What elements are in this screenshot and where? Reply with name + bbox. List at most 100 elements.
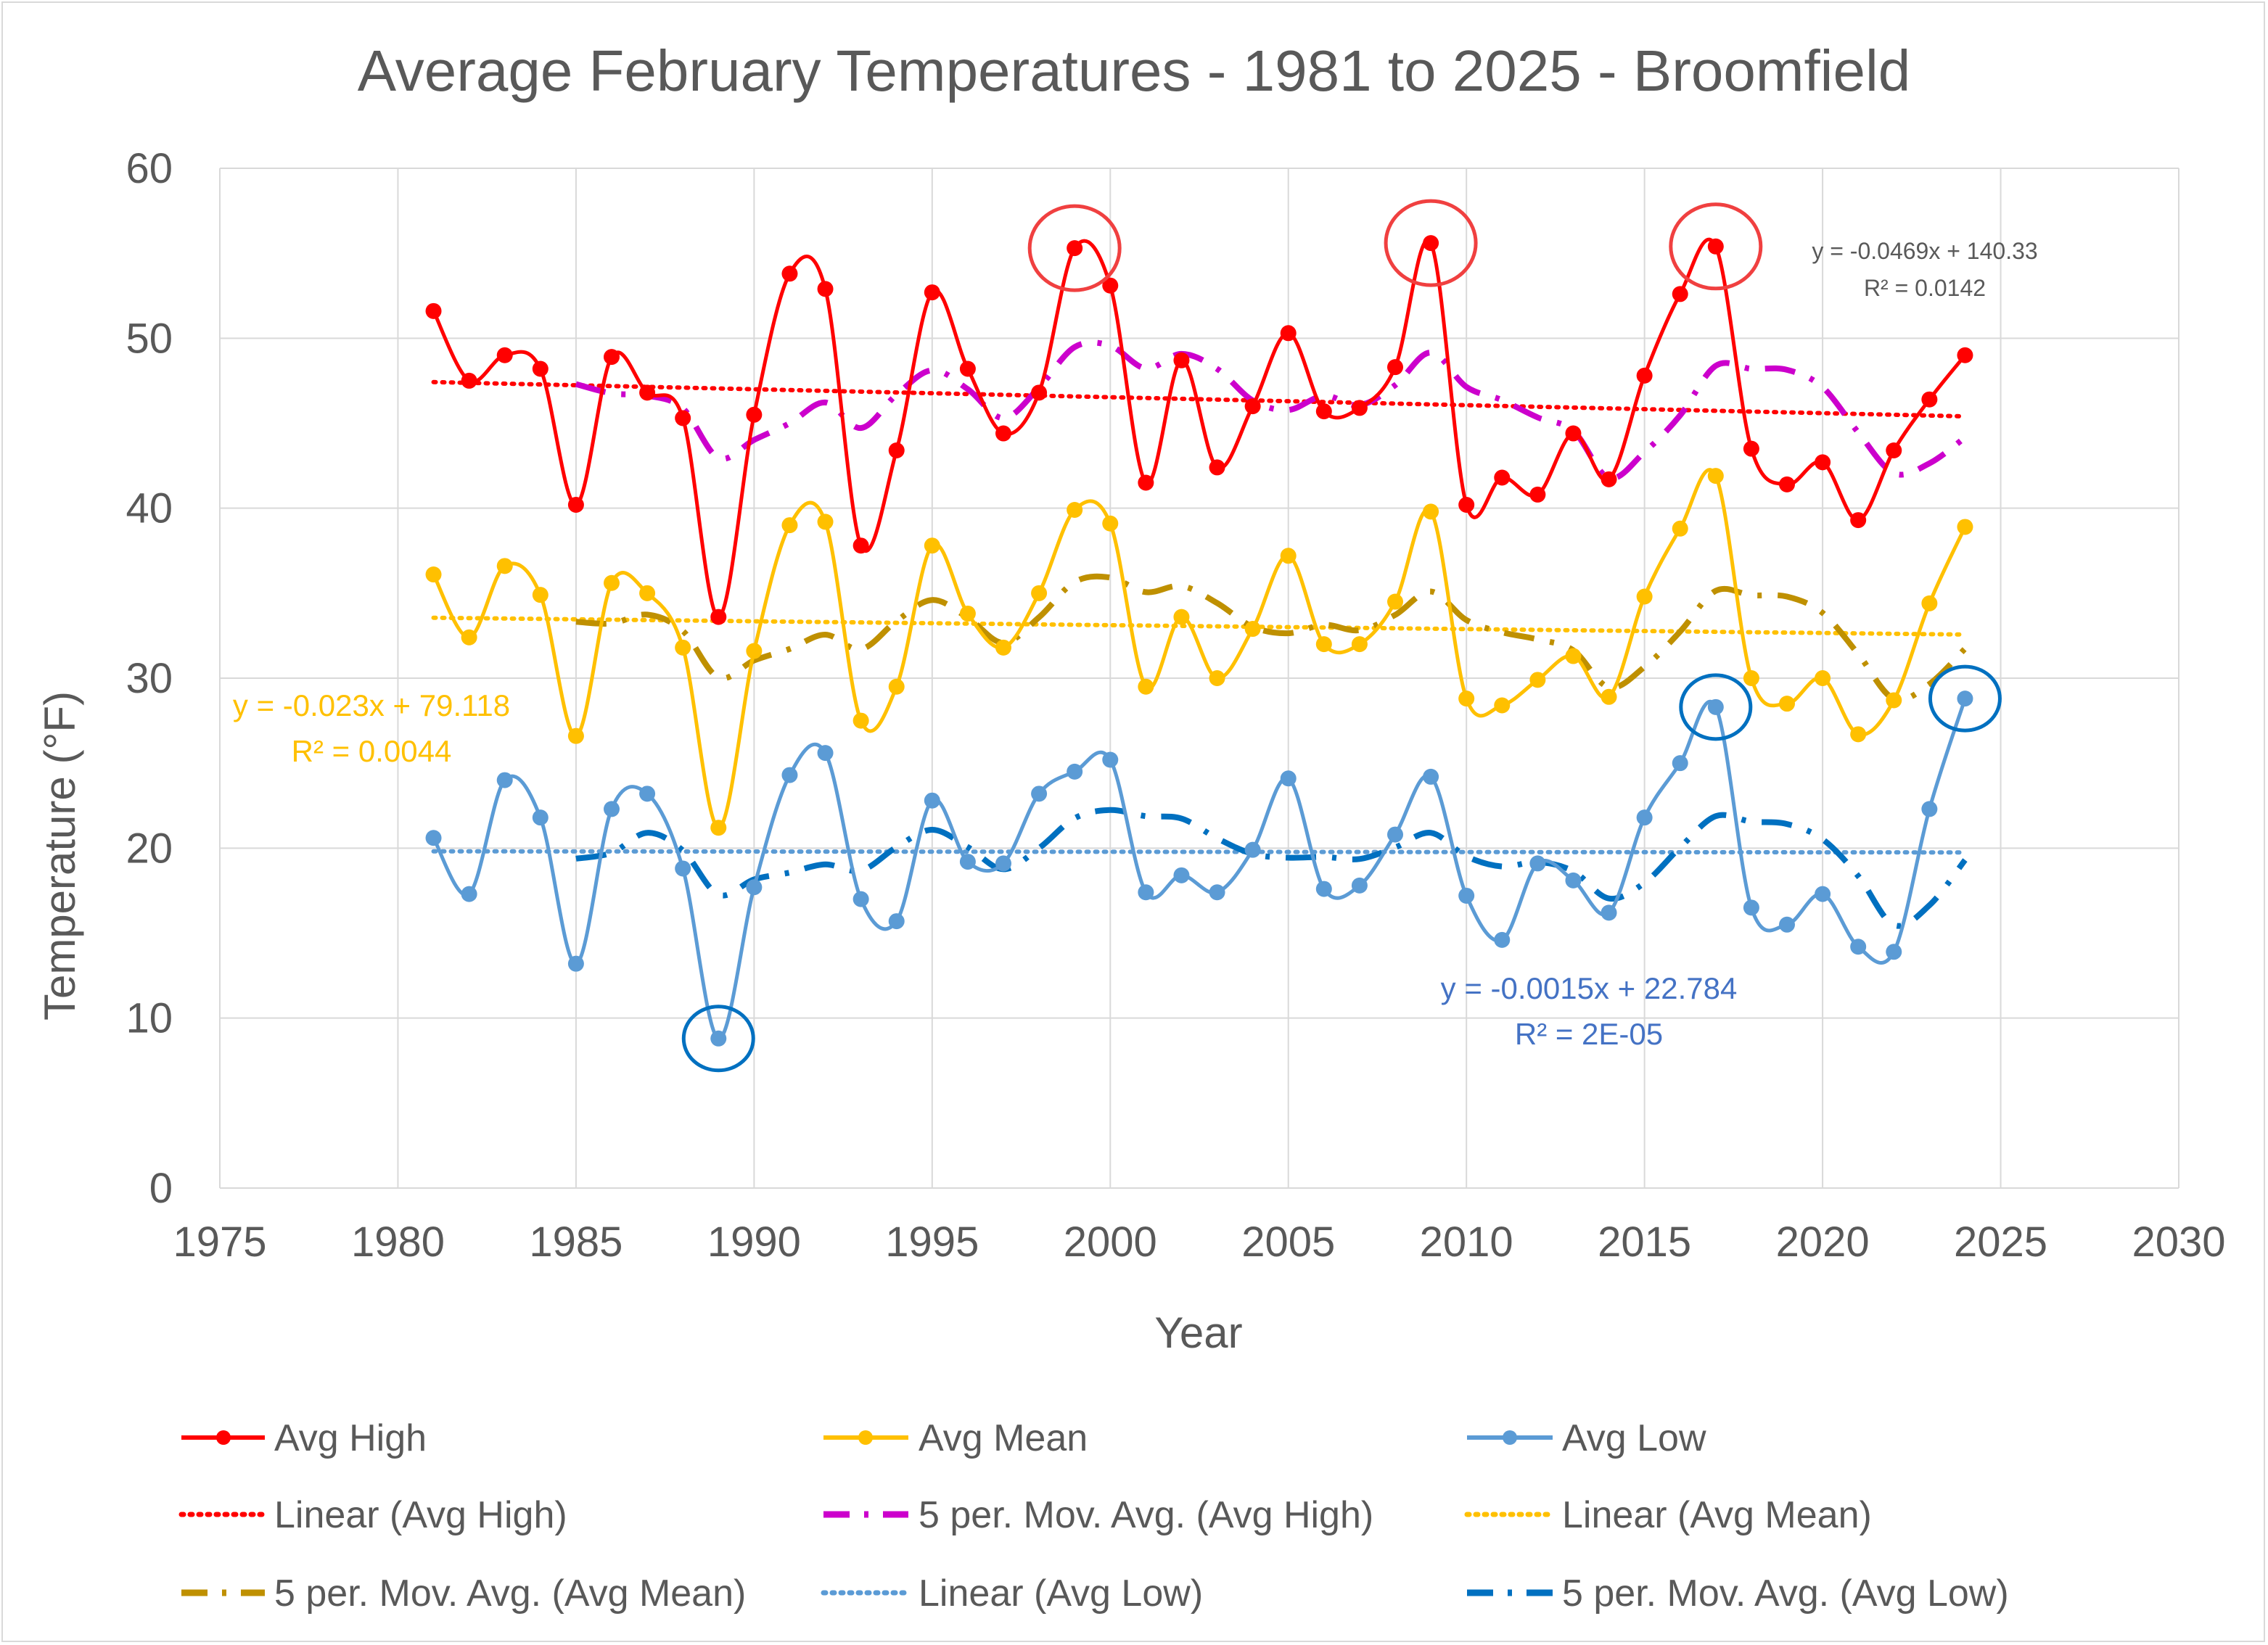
data-point-low-1990 [746,879,763,896]
data-point-mean-2020 [1815,670,1831,686]
trend-r2-mean: R² = 0.0044 [292,734,452,768]
data-point-mean-2008 [1387,593,1403,610]
data-point-high-2005 [1280,325,1297,342]
data-point-high-2004 [1244,398,1261,415]
data-point-mean-2017 [1707,468,1724,485]
data-point-mean-1992 [817,514,834,530]
data-point-mean-2024 [1957,519,1973,535]
data-point-low-1999 [1067,763,1083,780]
data-point-high-1993 [852,537,869,554]
data-point-mean-2006 [1315,636,1332,653]
data-point-mean-1984 [532,587,548,603]
data-point-low-2024 [1957,690,1973,707]
data-point-high-2019 [1779,476,1795,492]
data-point-high-2015 [1636,367,1653,384]
data-point-high-2007 [1351,400,1368,416]
trend-r2-high: R² = 0.0142 [1864,275,1986,301]
data-point-low-1983 [496,772,513,788]
data-point-low-1994 [888,913,905,930]
data-point-high-2022 [1886,442,1902,458]
data-point-mean-1997 [995,639,1011,656]
highlight-circles [681,199,2002,1073]
data-series [425,235,1973,1047]
data-point-mean-2002 [1173,609,1190,625]
moving-average-high [575,339,1967,482]
data-point-mean-2023 [1921,595,1938,611]
gridlines [219,168,2179,1189]
series-line-high [432,237,1967,619]
data-point-mean-1981 [425,566,442,583]
highlight-circle-high-1999 [1027,204,1122,292]
data-point-mean-2018 [1743,670,1759,686]
data-point-mean-1998 [1031,585,1048,601]
data-point-mean-2010 [1458,690,1475,707]
legend-item-movavg-low: 5 per. Mov. Avg. (Avg Low) [1467,1572,2009,1615]
data-point-mean-1990 [746,643,763,659]
data-point-mean-1991 [781,517,798,534]
data-point-mean-2005 [1280,548,1297,564]
legend-item-movavg-high: 5 per. Mov. Avg. (Avg High) [823,1494,1373,1536]
legend-item-linear-low: Linear (Avg Low) [821,1572,1203,1615]
data-point-high-1989 [710,609,727,625]
data-point-mean-2016 [1672,520,1688,537]
data-point-mean-2009 [1423,503,1439,520]
data-point-low-1993 [852,891,869,907]
data-point-high-1986 [604,349,620,366]
data-point-high-1997 [995,425,1011,442]
data-point-low-2021 [1850,939,1867,955]
y-tick-label: 50 [126,315,173,362]
legend-label-avg-mean: Avg Mean [919,1417,1088,1459]
data-point-high-1991 [781,265,798,282]
data-point-low-1989 [710,1030,727,1047]
data-point-mean-2004 [1244,621,1261,638]
legend: Avg High Avg Mean Avg Low Linear (Avg Hi… [178,1417,2009,1615]
data-point-high-2023 [1921,391,1938,408]
moving-averages [575,339,1968,929]
data-point-low-1981 [425,830,442,846]
data-point-low-2000 [1102,751,1119,768]
data-point-mean-2012 [1529,672,1546,688]
legend-label-movavg-low: 5 per. Mov. Avg. (Avg Low) [1562,1572,2009,1615]
y-tick-label: 60 [126,145,173,192]
data-point-low-2001 [1138,884,1154,901]
x-tick-label: 2025 [1954,1219,2047,1266]
highlight-circle-high-2009 [1384,199,1478,287]
data-point-high-1985 [567,496,584,513]
data-point-high-1994 [888,442,905,458]
trendline-lin_high [431,379,1968,419]
data-point-high-1992 [817,281,834,297]
data-point-high-2013 [1565,425,1582,442]
data-point-high-1998 [1031,384,1048,401]
x-tick-label: 1985 [529,1219,623,1266]
data-point-low-2011 [1494,931,1511,948]
data-point-mean-2007 [1351,636,1368,653]
data-point-low-2012 [1529,855,1546,872]
legend-label-linear-low: Linear (Avg Low) [919,1572,1203,1615]
data-point-low-2010 [1458,887,1475,904]
x-tick-label: 1995 [885,1219,979,1266]
data-point-low-1988 [675,860,691,877]
legend-label-movavg-high: 5 per. Mov. Avg. (Avg High) [919,1494,1373,1536]
chart-title: Average February Temperatures - 1981 to … [358,38,1910,103]
x-axis-title: Year [1154,1308,1242,1357]
legend-label-linear-mean: Linear (Avg Mean) [1562,1494,1872,1536]
highlight-circle-high-2017 [1669,202,1763,291]
x-tick-label: 1990 [707,1219,801,1266]
highlight-circle-low-2024 [1928,664,2002,733]
data-point-high-2017 [1707,238,1724,255]
data-point-low-2002 [1173,867,1190,883]
data-point-low-1998 [1031,786,1048,802]
legend-item-movavg-mean: 5 per. Mov. Avg. (Avg Mean) [181,1572,746,1615]
y-tick-label: 30 [126,655,173,702]
data-point-high-1990 [746,406,763,423]
data-point-mean-1987 [639,585,656,601]
data-point-low-2003 [1209,884,1225,901]
data-point-high-2012 [1529,486,1546,503]
legend-label-linear-high: Linear (Avg High) [274,1494,567,1536]
data-point-mean-1983 [496,558,513,574]
data-point-low-2004 [1244,841,1261,858]
trendline-lin_low [431,849,1968,855]
data-point-low-1992 [817,745,834,762]
